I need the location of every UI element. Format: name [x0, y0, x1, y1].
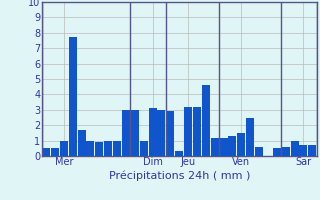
Bar — [246, 117, 254, 156]
Bar — [237, 133, 245, 156]
Bar — [69, 37, 77, 156]
Bar — [86, 141, 94, 156]
Bar — [77, 130, 85, 156]
Bar — [166, 111, 174, 156]
Bar — [42, 148, 50, 156]
Bar — [113, 141, 121, 156]
Bar — [140, 141, 148, 156]
Bar — [291, 141, 299, 156]
Bar — [202, 85, 210, 156]
Bar — [300, 145, 308, 156]
Bar — [157, 110, 165, 156]
Bar — [308, 145, 316, 156]
Bar — [282, 147, 290, 156]
Bar — [60, 141, 68, 156]
Bar — [148, 108, 156, 156]
Bar — [273, 148, 281, 156]
Bar — [228, 136, 236, 156]
Bar — [104, 141, 112, 156]
Bar — [211, 138, 219, 156]
Bar — [95, 142, 103, 156]
X-axis label: Précipitations 24h ( mm ): Précipitations 24h ( mm ) — [108, 170, 250, 181]
Bar — [175, 151, 183, 156]
Bar — [122, 110, 130, 156]
Bar — [255, 147, 263, 156]
Bar — [220, 138, 228, 156]
Bar — [193, 107, 201, 156]
Bar — [51, 148, 59, 156]
Bar — [131, 110, 139, 156]
Bar — [184, 107, 192, 156]
